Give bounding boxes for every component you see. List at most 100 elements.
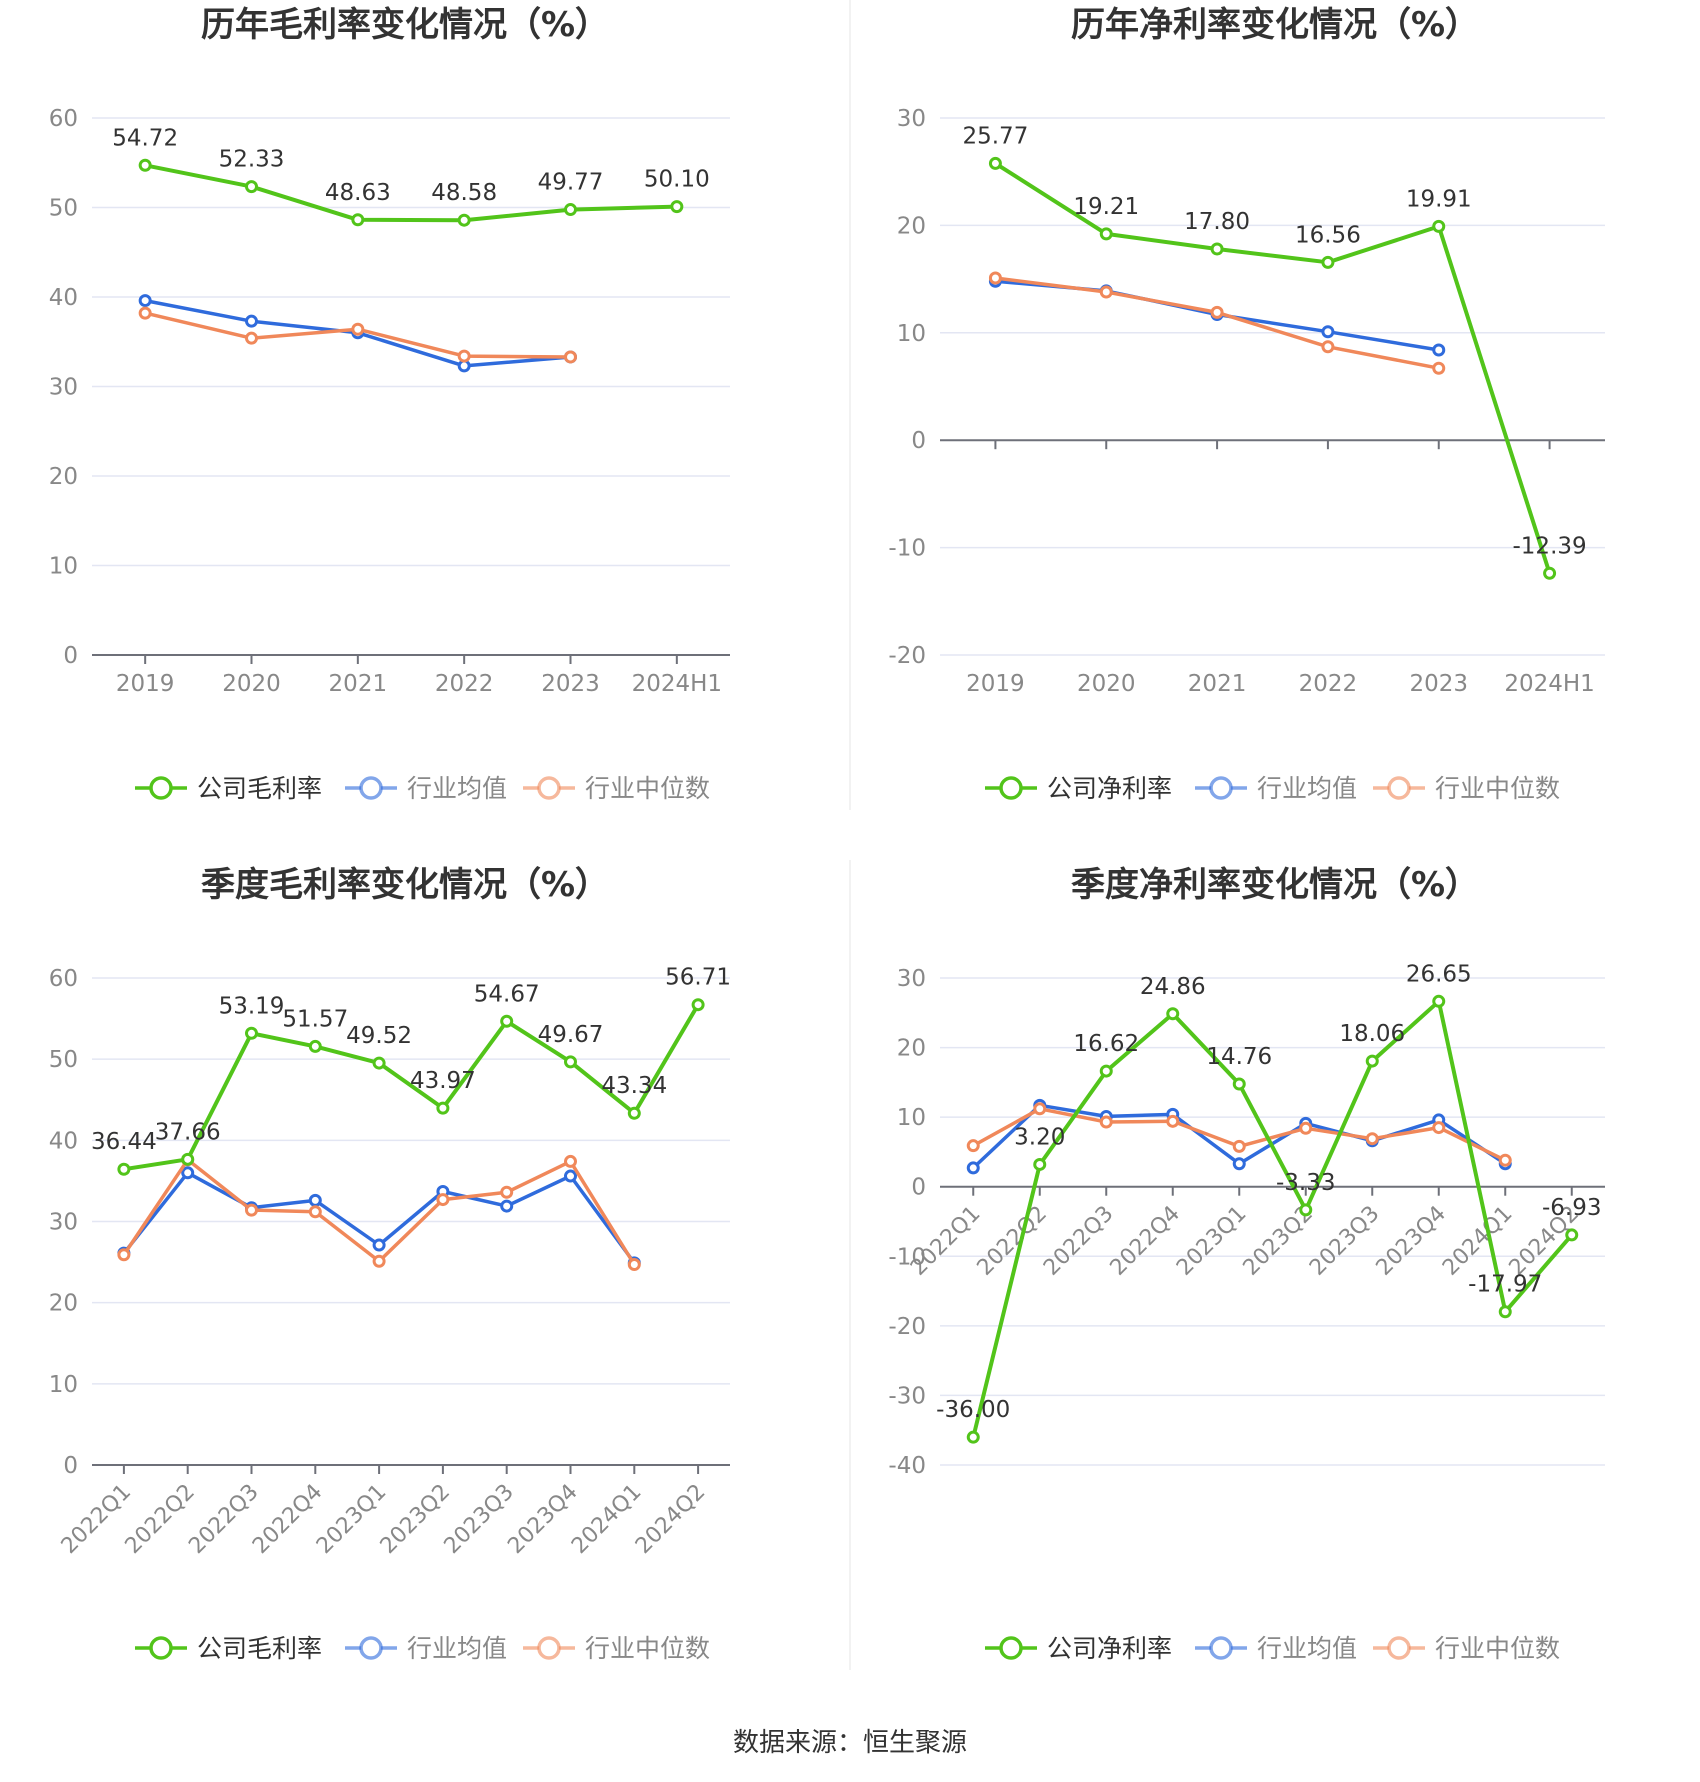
chart4-y-tick-label: 10 [897,1105,926,1131]
chart4-legend-industry-avg-label: 行业均值 [1257,1634,1357,1663]
chart2-y-tick-label: 30 [897,106,926,132]
chart4-legend-company-label: 公司净利率 [1047,1634,1172,1663]
chart1-title: 历年毛利率变化情况（%） [201,5,609,45]
chart2-x-tick-label: 2024H1 [1504,671,1594,697]
chart4-industry-avg-point [1232,1157,1246,1171]
chart2-industry-avg-point [1432,343,1446,357]
chart1-industry-avg-point [245,314,258,328]
chart3-industry-avg-point [308,1193,322,1207]
chart4-industry-median-point [1498,1153,1512,1167]
chart3-company-data-label: 49.67 [538,1022,604,1048]
chart1-y-tick-label: 50 [49,196,78,222]
chart4-company-data-label: 26.65 [1406,961,1472,987]
chart3-company-point [500,1014,514,1028]
chart1-y-tick-label: 40 [49,285,78,311]
chart4-x-tick-label: 2023Q4 [1372,1201,1451,1280]
chart4-x-tick-label: 2023Q1 [1172,1201,1251,1280]
chart3-x-tick-label: 2023Q2 [376,1480,455,1559]
chart3-industry-avg-point [564,1169,577,1183]
chart1-y-tick-label: 10 [49,554,78,580]
chart4-x-tick-label: 2022Q2 [973,1201,1052,1280]
chart1-x-tick-label: 2019 [116,671,175,697]
chart2-legend-company-swatch-marker [999,776,1023,800]
chart1-company-point [670,200,684,214]
chart3-company-data-label: 53.19 [219,993,285,1019]
chart1-company-point [351,213,365,227]
chart4-y-tick-label: -20 [888,1314,926,1340]
chart2-company-data-label: 17.80 [1184,209,1250,235]
chart3-company-data-label: 43.34 [601,1073,667,1099]
chart4-y-tick-label: -40 [888,1453,926,1479]
chart3-industry-median-point [564,1154,577,1168]
chart4-x-tick-label: 2022Q1 [906,1201,985,1280]
chart2-company-point [1321,255,1335,269]
chart3-company-line [123,1003,700,1172]
chart2-x-tick-label: 2022 [1299,671,1358,697]
chart1-company-data-label: 50.10 [644,167,710,193]
chart1-x-tick-label: 2021 [329,671,388,697]
chart1-y-tick-label: 30 [49,375,78,401]
chart3-y-tick-label: 0 [63,1453,78,1479]
chart2-industry-median-point [1432,361,1446,375]
chart3-y-tick-label: 50 [49,1047,78,1073]
chart2-x-tick-label: 2023 [1409,671,1468,697]
chart4-company-point [1365,1054,1379,1068]
chart3-x-tick-label: 2022Q2 [121,1480,200,1559]
chart4-company-point [1432,994,1446,1008]
chart1-x-tick-label: 2024H1 [632,671,722,697]
chart3-x-tick-label: 2024Q2 [631,1480,710,1559]
chart3-x-tick-label: 2023Q4 [503,1480,582,1559]
chart4-company-data-label: -6.93 [1542,1195,1602,1221]
chart4-company-point [1033,1157,1047,1171]
chart4-legend-company-swatch-marker [999,1636,1023,1660]
chart3-company-point [691,998,705,1012]
chart1-industry-median-point [245,331,258,345]
chart4-company-point [966,1430,980,1444]
chart4-industry-median-point [966,1139,980,1153]
chart3-x-tick-label: 2022Q4 [248,1480,327,1559]
chart2-x-tick-label: 2020 [1077,671,1136,697]
chart4-legend-industry-median-swatch-marker [1387,1636,1411,1660]
chart3-legend-industry-avg-label: 行业均值 [407,1634,507,1663]
chart3-company-point [627,1106,641,1120]
chart4-industry-median-point [1365,1132,1379,1146]
chart2-legend-industry-avg-swatch-marker [1209,776,1233,800]
chart3-legend-company-swatch-marker [149,1636,173,1660]
chart1-industry-median-point [564,350,577,364]
chart4-y-tick-label: 0 [911,1175,926,1201]
chart1-company-point [138,158,152,172]
chart3-industry-median-point [372,1254,386,1268]
chart1-legend-industry-avg-swatch-marker [359,776,383,800]
chart4-company-data-label: -17.97 [1468,1272,1542,1298]
chart4-y-tick-label: -10 [888,1244,926,1270]
chart3-company-data-label: 43.97 [410,1068,476,1094]
chart1-company-data-label: 52.33 [219,147,285,173]
chart3-legend-industry-avg-swatch-marker [359,1636,383,1660]
chart2-y-tick-label: 0 [911,428,926,454]
chart1-legend-industry-median-swatch-marker [537,776,561,800]
chart1-y-tick-label: 20 [49,464,78,490]
chart2-industry-avg-point [1321,325,1335,339]
chart3-company-data-label: 56.71 [665,965,731,991]
chart1-legend-company-swatch-marker [149,776,173,800]
chart1-company-point [457,213,471,227]
chart4-y-tick-label: 30 [897,966,926,992]
chart4-x-tick-label: 2022Q3 [1039,1201,1118,1280]
chart2-y-tick-label: 10 [897,321,926,347]
chart1-company-point [245,180,258,194]
chart4-company-line [971,999,1574,1438]
chart4-company-data-label: 24.86 [1140,974,1206,1000]
chart2-legend-industry-avg-label: 行业均值 [1257,774,1357,803]
chart1-x-tick-label: 2023 [541,671,600,697]
chart2-x-tick-label: 2019 [966,671,1025,697]
chart2-company-point [1210,242,1224,256]
chart1-x-tick-label: 2020 [222,671,281,697]
chart1-industry-avg-point [138,294,152,308]
chart3-industry-avg-point [500,1199,514,1213]
chart4-x-tick-label: 2023Q3 [1305,1201,1384,1280]
chart2-industry-median-point [1210,305,1224,319]
chart4-company-point [1299,1203,1313,1217]
chart1-company-data-label: 48.58 [431,180,497,206]
chart4-legend-industry-avg-swatch-marker [1209,1636,1233,1660]
chart2-company-data-label: 16.56 [1295,222,1361,248]
